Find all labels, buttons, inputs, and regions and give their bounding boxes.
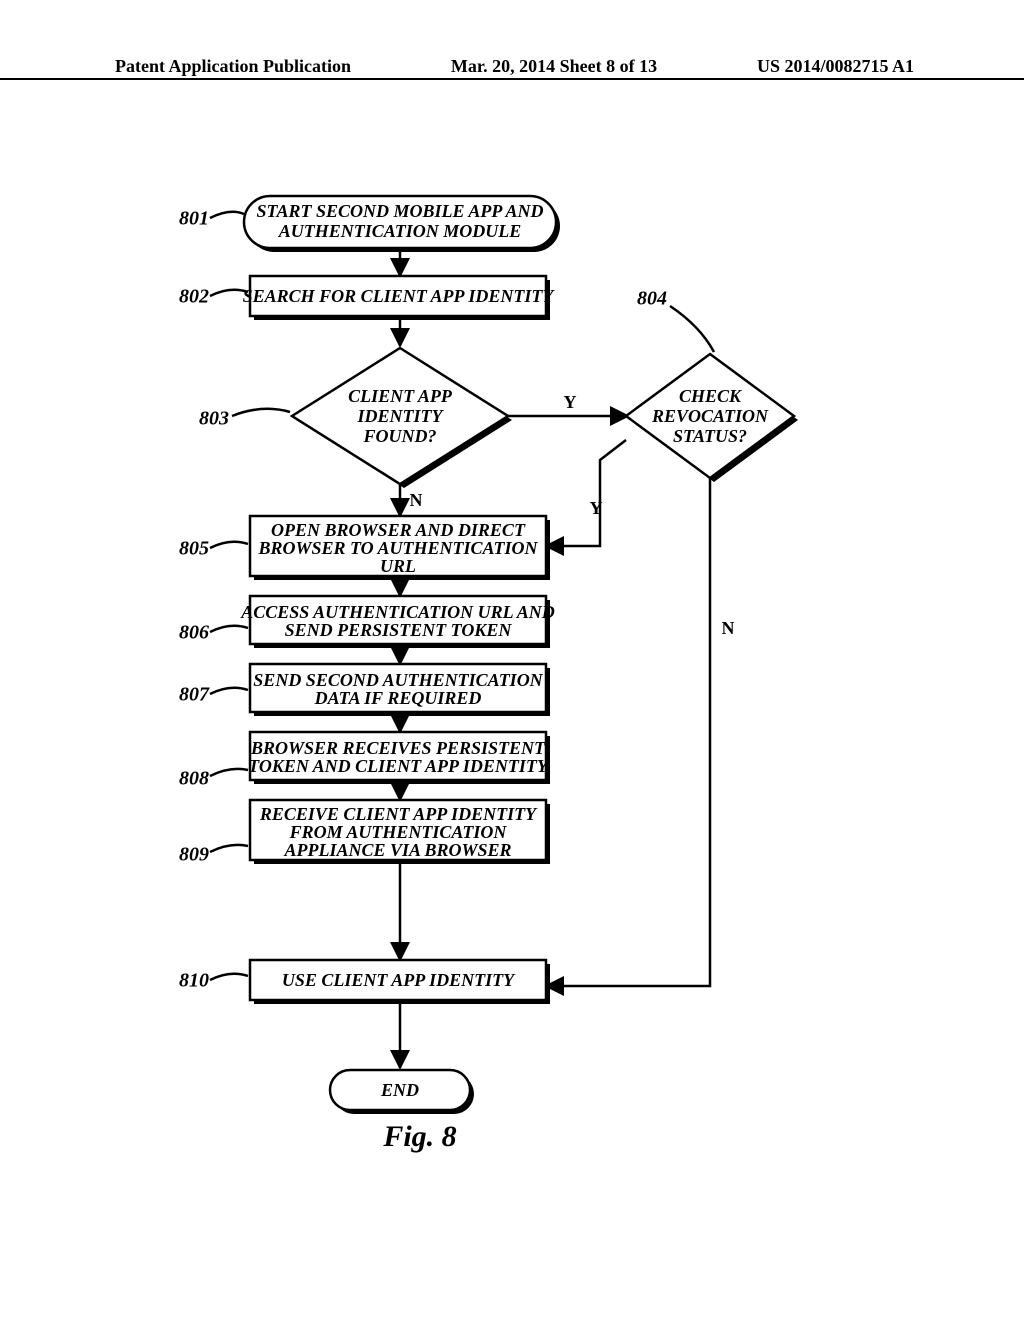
node-end-line1: END xyxy=(380,1080,419,1100)
ref-804: 804 xyxy=(637,288,667,310)
node-804-line1: CHECK xyxy=(679,386,743,406)
node-807-line1: SEND SECOND AUTHENTICATION xyxy=(253,670,543,690)
node-808-line1: BROWSER RECEIVES PERSISTENT xyxy=(250,738,546,758)
ref-leader-806 xyxy=(210,626,248,632)
ref-808: 808 xyxy=(179,768,209,790)
ref-802: 802 xyxy=(179,286,209,308)
node-803-line1: CLIENT APP xyxy=(348,386,453,406)
ref-803: 803 xyxy=(199,408,229,430)
figure-label: Fig. 8 xyxy=(382,1120,456,1153)
node-end: END xyxy=(330,1070,474,1114)
node-804: CHECK REVOCATION STATUS? xyxy=(626,354,798,482)
ref-801: 801 xyxy=(179,208,209,230)
node-805: OPEN BROWSER AND DIRECT BROWSER TO AUTHE… xyxy=(250,516,550,580)
header-right: US 2014/0082715 A1 xyxy=(757,56,914,77)
header-left: Patent Application Publication xyxy=(115,56,351,77)
node-809: RECEIVE CLIENT APP IDENTITY FROM AUTHENT… xyxy=(250,800,550,864)
node-810-line1: USE CLIENT APP IDENTITY xyxy=(282,970,516,990)
node-801: START SECOND MOBILE APP AND AUTHENTICATI… xyxy=(244,196,560,252)
node-801-line1: START SECOND MOBILE APP AND xyxy=(256,201,543,221)
ref-leader-801 xyxy=(210,212,244,218)
node-807: SEND SECOND AUTHENTICATION DATA IF REQUI… xyxy=(250,664,550,716)
edge-804-805 xyxy=(546,440,626,546)
ref-807: 807 xyxy=(179,684,210,706)
edge-label-803y: Y xyxy=(564,392,577,412)
ref-805: 805 xyxy=(179,538,209,560)
node-806: ACCESS AUTHENTICATION URL AND SEND PERSI… xyxy=(240,596,555,648)
edge-label-804y: Y xyxy=(590,498,603,518)
node-803-line2: IDENTITY xyxy=(357,406,445,426)
node-806-line1: ACCESS AUTHENTICATION URL AND xyxy=(240,602,555,622)
node-808: BROWSER RECEIVES PERSISTENT TOKEN AND CL… xyxy=(248,732,550,784)
flowchart: START SECOND MOBILE APP AND AUTHENTICATI… xyxy=(0,180,1024,1280)
node-804-line3: STATUS? xyxy=(673,426,747,446)
node-808-line2: TOKEN AND CLIENT APP IDENTITY xyxy=(248,756,550,776)
page-header: Patent Application Publication Mar. 20, … xyxy=(0,78,1024,89)
node-806-line2: SEND PERSISTENT TOKEN xyxy=(285,620,513,640)
node-801-line2: AUTHENTICATION MODULE xyxy=(278,221,522,241)
node-805-line2: BROWSER TO AUTHENTICATION xyxy=(257,538,538,558)
node-804-line2: REVOCATION xyxy=(651,406,769,426)
node-803: CLIENT APP IDENTITY FOUND? xyxy=(292,348,512,488)
edge-label-803n: N xyxy=(410,490,423,510)
ref-leader-808 xyxy=(210,769,248,776)
ref-leader-810 xyxy=(210,974,248,980)
ref-810: 810 xyxy=(179,970,209,992)
node-809-line2: FROM AUTHENTICATION xyxy=(289,822,508,842)
ref-leader-804 xyxy=(670,306,714,352)
ref-leader-803 xyxy=(232,409,290,416)
node-802: SEARCH FOR CLIENT APP IDENTITY xyxy=(243,276,556,320)
ref-leader-805 xyxy=(210,542,248,548)
ref-809: 809 xyxy=(179,844,209,866)
node-809-line3: APPLIANCE VIA BROWSER xyxy=(283,840,511,860)
node-809-line1: RECEIVE CLIENT APP IDENTITY xyxy=(259,804,538,824)
node-805-line1: OPEN BROWSER AND DIRECT xyxy=(271,520,526,540)
node-807-line2: DATA IF REQUIRED xyxy=(314,688,482,708)
node-810: USE CLIENT APP IDENTITY xyxy=(250,960,550,1004)
ref-leader-807 xyxy=(210,688,248,694)
ref-leader-809 xyxy=(210,845,248,852)
edge-804-810 xyxy=(546,478,710,986)
edge-label-804n: N xyxy=(722,618,735,638)
node-803-line3: FOUND? xyxy=(362,426,436,446)
ref-806: 806 xyxy=(179,622,209,644)
header-center: Mar. 20, 2014 Sheet 8 of 13 xyxy=(451,56,657,77)
node-802-line1: SEARCH FOR CLIENT APP IDENTITY xyxy=(243,286,556,306)
node-805-line3: URL xyxy=(380,556,416,576)
